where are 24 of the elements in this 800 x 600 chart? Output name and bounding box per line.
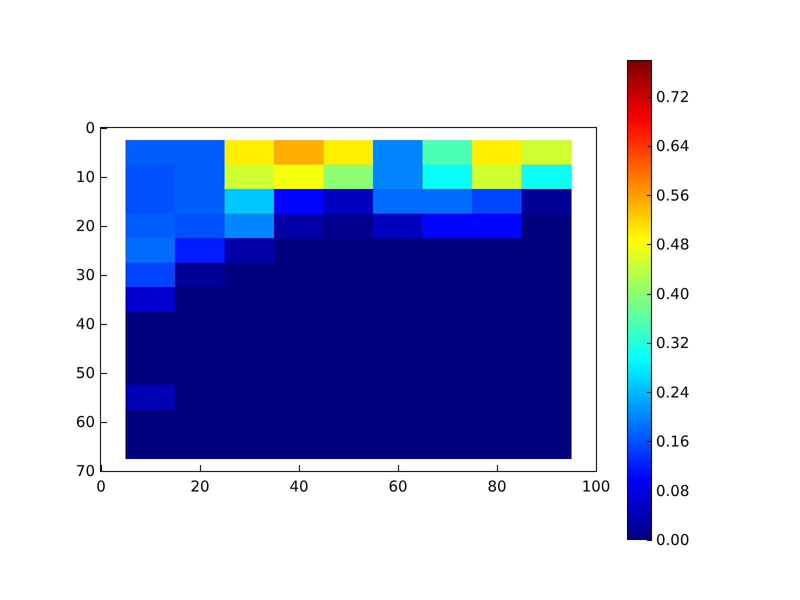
- x-tick-label: 60: [388, 478, 408, 496]
- color-bar-label: 0.40: [656, 284, 690, 303]
- color-bar-label: 0.56: [656, 186, 690, 204]
- x-tick-label: 100: [582, 478, 610, 496]
- y-tick-label: 0: [85, 119, 95, 137]
- color-bar-label: 0.32: [656, 334, 690, 352]
- y-tick-label: 10: [76, 168, 95, 186]
- x-tick-label: 40: [289, 478, 309, 496]
- y-tick-label: 60: [76, 413, 95, 431]
- color-bar-label: 0.64: [656, 137, 690, 156]
- x-tick-label: 0: [96, 478, 106, 496]
- x-tick-label: 80: [487, 478, 507, 496]
- color-bar-label: 0.72: [656, 88, 690, 106]
- y-tick-label: 70: [76, 462, 95, 480]
- color-bar-label: 0.08: [656, 482, 690, 500]
- y-tick-label: 20: [76, 217, 95, 235]
- y-tick-label: 30: [76, 266, 95, 284]
- color-bar-label: 0.16: [656, 432, 690, 451]
- x-tick-label: 20: [190, 478, 210, 496]
- color-bar-label: 0.48: [656, 236, 690, 254]
- color-bar-label: 0.00: [656, 531, 690, 549]
- y-tick-label: 50: [76, 364, 95, 382]
- color-bar-label: 0.24: [656, 383, 690, 402]
- y-tick-label: 40: [76, 315, 95, 333]
